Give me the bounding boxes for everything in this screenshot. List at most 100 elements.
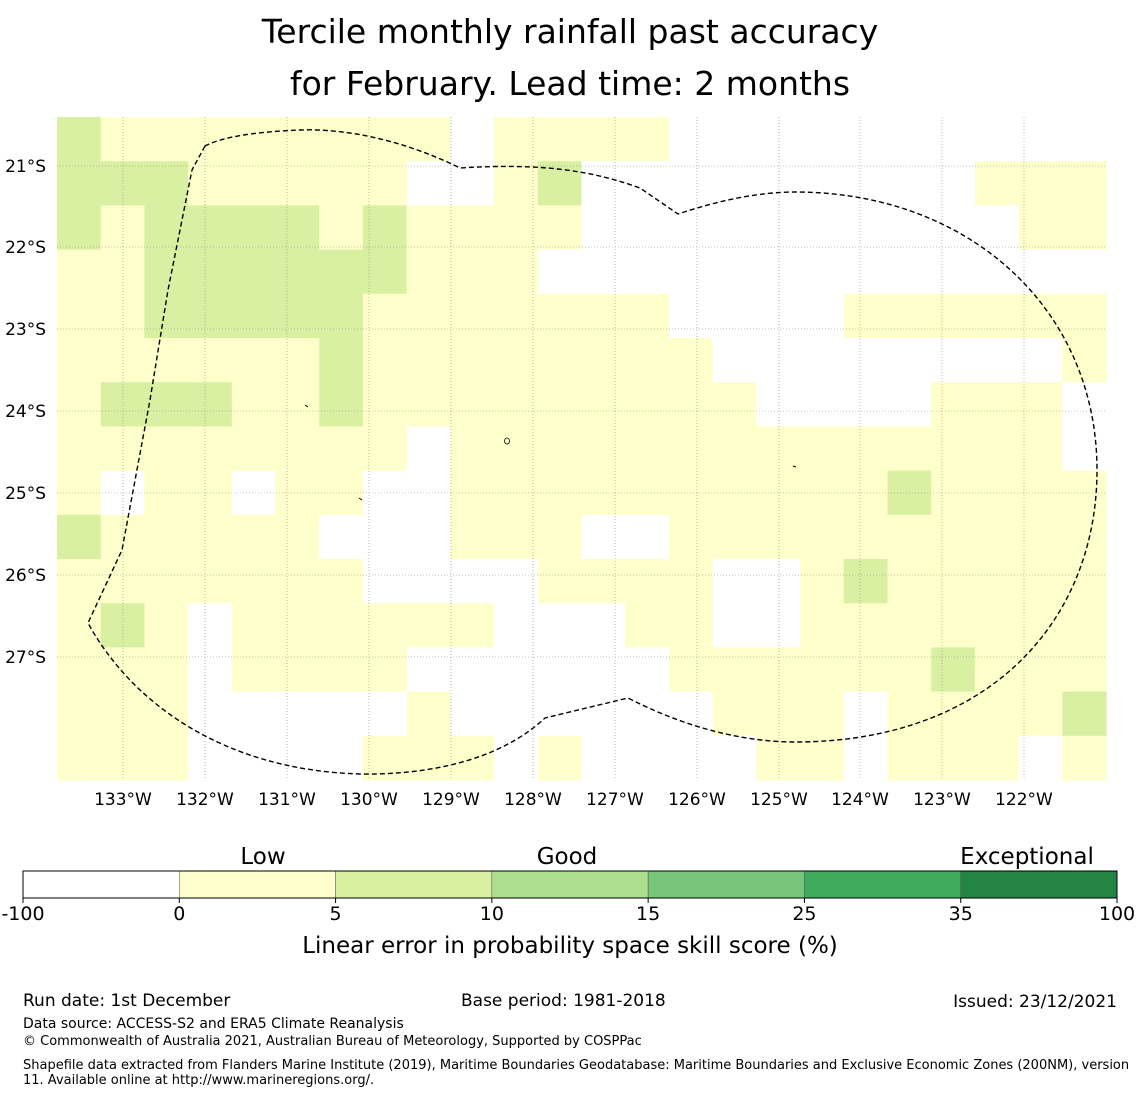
grid-cell bbox=[188, 514, 233, 560]
grid-cell bbox=[931, 603, 976, 648]
grid-cell bbox=[843, 293, 889, 339]
grid-cell bbox=[275, 514, 320, 560]
colorbar-segment bbox=[804, 870, 961, 899]
grid-cell bbox=[319, 470, 364, 516]
longitude-labels: 133°W 132°W 131°W 130°W 129°W 128°W 127°W 126°W… bbox=[94, 790, 1053, 810]
colorbar-tick-label: 0 bbox=[173, 903, 185, 925]
colorbar-heading-low: Low bbox=[240, 844, 285, 870]
grid-cell bbox=[800, 338, 845, 383]
colorbar-tick-label: 15 bbox=[636, 903, 660, 925]
grid-cell bbox=[319, 514, 364, 560]
grid-cell bbox=[144, 205, 189, 251]
grid-cell bbox=[581, 338, 626, 383]
grid-cell bbox=[144, 691, 189, 737]
grid-cell bbox=[231, 735, 277, 781]
grid-cell bbox=[188, 117, 233, 162]
grid-cell bbox=[362, 249, 408, 295]
grid-cell bbox=[144, 559, 189, 604]
grid-cell bbox=[974, 514, 1020, 560]
grid-cell bbox=[537, 249, 583, 295]
grid-cell bbox=[450, 647, 495, 693]
grid-cell bbox=[668, 514, 714, 560]
grid-cell bbox=[537, 647, 583, 693]
grid-cell bbox=[974, 205, 1020, 251]
grid-cell bbox=[581, 161, 626, 206]
latitude-label: 21°S bbox=[5, 157, 46, 177]
grid-cell bbox=[625, 735, 670, 781]
colorbar-label: Linear error in probability space skill … bbox=[302, 933, 838, 959]
grid-cell bbox=[362, 514, 408, 560]
grid-cell bbox=[1062, 426, 1107, 472]
grid-cell bbox=[843, 382, 889, 427]
grid-cell bbox=[450, 603, 495, 648]
colorbar-segment bbox=[335, 870, 493, 899]
grid-cell bbox=[931, 514, 976, 560]
grid-cell bbox=[406, 691, 451, 737]
base-period: Base period: 1981-2018 bbox=[461, 991, 666, 1011]
grid-cell bbox=[100, 249, 146, 295]
grid-cell bbox=[406, 338, 451, 383]
grid-cell bbox=[843, 514, 889, 560]
grid-cell bbox=[144, 647, 189, 693]
grid-cell bbox=[275, 691, 320, 737]
grid-cell bbox=[931, 205, 976, 251]
grid-cell bbox=[712, 382, 757, 427]
grid-cell bbox=[1062, 382, 1107, 427]
grid-cell bbox=[581, 382, 626, 427]
colorbar-tick-label: 25 bbox=[792, 903, 816, 925]
grid-cell bbox=[406, 382, 451, 427]
grid-cell bbox=[494, 382, 539, 427]
grid-cell bbox=[231, 205, 277, 251]
grid-cell bbox=[319, 249, 364, 295]
grid-cell bbox=[887, 559, 932, 604]
grid-cell bbox=[800, 249, 845, 295]
grid-cell bbox=[188, 205, 233, 251]
grid-cell bbox=[1018, 647, 1063, 693]
grid-cell bbox=[887, 293, 932, 339]
grid-cell bbox=[450, 470, 495, 516]
grid-cell bbox=[231, 559, 277, 604]
grid-cell bbox=[406, 603, 451, 648]
grid-cell bbox=[581, 514, 626, 560]
grid-cell bbox=[57, 161, 102, 206]
grid-cell bbox=[800, 117, 845, 162]
grid-cell bbox=[756, 293, 801, 339]
grid-cell bbox=[494, 559, 539, 604]
grid-cell bbox=[756, 691, 801, 737]
grid-cell bbox=[581, 691, 626, 737]
grid-cell bbox=[319, 205, 364, 251]
grid-cell bbox=[581, 735, 626, 781]
grid-cell bbox=[712, 603, 757, 648]
grid-cell bbox=[625, 205, 670, 251]
grid-cell bbox=[450, 205, 495, 251]
grid-cell bbox=[625, 470, 670, 516]
grid-cell bbox=[362, 293, 408, 339]
grid-cell bbox=[887, 647, 932, 693]
grid-cell bbox=[800, 426, 845, 472]
grid-cell bbox=[625, 382, 670, 427]
grid-cell bbox=[712, 647, 757, 693]
grid-cell bbox=[275, 735, 320, 781]
grid-cell bbox=[188, 293, 233, 339]
grid-cell bbox=[319, 559, 364, 604]
chart-title: Tercile monthly rainfall past accuracy f… bbox=[0, 6, 1140, 110]
grid-cell bbox=[625, 249, 670, 295]
grid-cell bbox=[974, 735, 1020, 781]
grid-cell bbox=[756, 338, 801, 383]
grid-cell bbox=[668, 603, 714, 648]
colorbar-ticks: -100 0 5 10 15 25 35 100 bbox=[1, 898, 1135, 925]
grid-cell bbox=[450, 117, 495, 162]
grid-cell bbox=[668, 647, 714, 693]
grid-cell bbox=[406, 514, 451, 560]
grid-cell bbox=[712, 514, 757, 560]
grid-cell bbox=[494, 338, 539, 383]
grid-cell bbox=[362, 647, 408, 693]
grid-cell bbox=[887, 603, 932, 648]
latitude-label: 26°S bbox=[5, 566, 46, 586]
grid-cell bbox=[537, 514, 583, 560]
grid-cell bbox=[494, 293, 539, 339]
grid-cell bbox=[494, 205, 539, 251]
grid-cell bbox=[275, 338, 320, 383]
grid-cell bbox=[231, 161, 277, 206]
grid-cell bbox=[800, 647, 845, 693]
